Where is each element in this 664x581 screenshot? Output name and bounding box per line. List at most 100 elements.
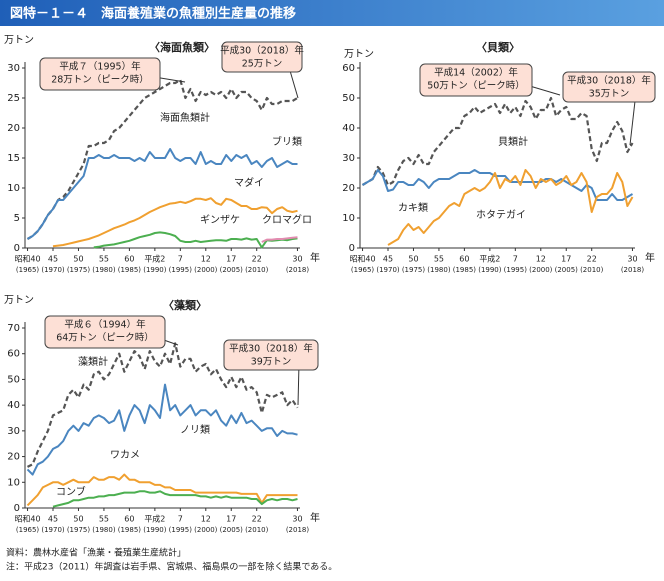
x-tick-label: 平成2	[144, 514, 165, 524]
callout-text: 平成30（2018）年	[567, 75, 651, 87]
x-tick-year: (1990)	[143, 526, 167, 534]
series-line	[361, 169, 634, 201]
series-line	[361, 96, 634, 187]
x-tick-label: 平成2	[479, 254, 500, 264]
x-tick-year: (2018)	[286, 266, 310, 274]
x-tick-year: (2000)	[194, 266, 218, 274]
callout-text: 平成30（2018）年	[220, 45, 304, 57]
x-tick-year: (1970)	[41, 266, 65, 274]
x-tick-label: 45	[383, 255, 393, 264]
x-tick-year: (1995)	[504, 266, 528, 274]
x-tick-year: (1970)	[376, 266, 400, 274]
y-tick-label: 25	[7, 93, 20, 104]
chart-subtitle: 〈貝類〉	[476, 40, 520, 54]
series-line	[27, 342, 299, 468]
callout-text: 平成６（1994）年	[64, 319, 146, 331]
x-tick-label: 22	[252, 255, 262, 264]
callout-text: 平成７（1995）年	[59, 61, 141, 73]
x-tick-label: 17	[561, 255, 571, 264]
y-tick-label: 10	[342, 213, 355, 224]
series-label: ホタテガイ	[476, 209, 526, 221]
x-tick-label: 50	[73, 515, 83, 524]
y-tick-label: 20	[7, 452, 20, 463]
x-tick-label: 12	[201, 255, 211, 264]
callout-box	[221, 41, 303, 73]
x-tick-label: 60	[459, 255, 469, 264]
y-tick-label: 15	[7, 153, 20, 164]
x-tick-label: 30	[292, 515, 302, 524]
x-tick-year: (1995)	[169, 526, 193, 534]
x-tick-label: 7	[178, 255, 183, 264]
x-tick-year: (1965)	[16, 266, 40, 274]
y-tick-label: 60	[342, 63, 355, 74]
series-line	[93, 231, 298, 249]
y-tick-label: 30	[7, 426, 20, 437]
series-label: 海面魚類計	[160, 111, 210, 124]
y-unit: 万トン	[4, 295, 34, 306]
x-tick-year: (2010)	[245, 266, 269, 274]
source-note: 資料：農林水産省「漁業・養殖業生産統計」	[6, 547, 186, 559]
series-line	[261, 236, 298, 243]
x-tick-label: 7	[178, 515, 183, 524]
series-label: 貝類計	[498, 135, 528, 148]
x-tick-label: 22	[587, 255, 597, 264]
callout-box	[44, 315, 166, 349]
series-line	[26, 148, 298, 240]
x-tick-year: (1990)	[143, 266, 167, 274]
x-tick-year: (2018)	[286, 526, 310, 534]
y-tick-label: 60	[7, 349, 20, 360]
footnote: 注：平成23（2011）年調査は岩手県、宮城県、福島県の一部を除く結果である。	[6, 561, 337, 573]
x-unit: 年	[645, 251, 655, 264]
callout-text: 平成14（2002）年	[434, 67, 518, 79]
x-tick-label: 55	[99, 255, 109, 264]
y-unit: 万トン	[4, 35, 34, 46]
x-tick-label: 昭和40	[14, 255, 40, 264]
x-tick-label: 55	[99, 515, 109, 524]
x-tick-label: 12	[536, 255, 546, 264]
x-tick-label: 30	[627, 255, 637, 264]
series-line	[52, 490, 298, 508]
x-tick-label: 平成2	[144, 254, 165, 264]
x-tick-year: (1980)	[92, 526, 116, 534]
x-tick-label: 45	[48, 255, 58, 264]
y-tick-label: 5	[14, 213, 20, 224]
series-label: マダイ	[234, 176, 264, 189]
callout-text: 28万トン（ピーク時）	[51, 74, 149, 86]
callout-text: 25万トン	[242, 59, 283, 70]
x-tick-year: (2018)	[621, 266, 645, 274]
x-tick-label: 30	[292, 255, 302, 264]
x-tick-year: (2005)	[555, 266, 579, 274]
x-tick-year: (2000)	[194, 526, 218, 534]
callout-box	[562, 71, 656, 103]
y-tick-label: 0	[14, 243, 20, 254]
series-label: カキ類	[398, 202, 428, 214]
y-unit: 万トン	[344, 49, 374, 60]
x-tick-year: (1985)	[453, 266, 477, 274]
x-tick-year: (2000)	[529, 266, 553, 274]
x-tick-year: (1985)	[118, 266, 142, 274]
callout-box	[39, 57, 161, 91]
x-tick-label: 昭和40	[349, 255, 375, 264]
x-tick-year: (2005)	[220, 266, 244, 274]
callout-box	[419, 63, 533, 97]
series-line	[387, 169, 634, 246]
x-tick-year: (1980)	[92, 266, 116, 274]
callout-text: 平成30（2018）年	[229, 343, 313, 355]
y-tick-label: 10	[7, 477, 20, 488]
x-tick-label: 12	[201, 515, 211, 524]
series-label: ワカメ	[110, 449, 140, 461]
x-tick-year: (1995)	[169, 266, 193, 274]
y-tick-label: 70	[7, 323, 20, 334]
x-tick-label: 45	[48, 515, 58, 524]
y-tick-label: 0	[349, 243, 355, 254]
x-tick-year: (1970)	[41, 526, 65, 534]
x-tick-label: 60	[124, 255, 134, 264]
series-label: コンブ	[56, 485, 86, 498]
x-tick-year: (1985)	[118, 526, 142, 534]
y-tick-label: 20	[7, 123, 20, 134]
x-tick-label: 17	[226, 255, 236, 264]
series-line	[26, 78, 299, 240]
x-tick-label: 50	[73, 255, 83, 264]
